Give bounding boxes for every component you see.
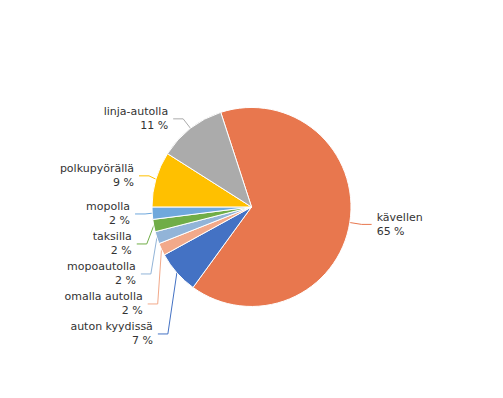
svg-text:2 %: 2 %: [122, 304, 143, 317]
svg-text:2 %: 2 %: [111, 244, 132, 257]
svg-text:2 %: 2 %: [115, 274, 136, 287]
svg-text:linja-autolla: linja-autolla: [104, 105, 168, 118]
svg-text:omalla autolla: omalla autolla: [65, 290, 143, 303]
svg-text:mopoautolla: mopoautolla: [67, 260, 136, 273]
svg-text:mopolla: mopolla: [86, 200, 130, 213]
svg-text:polkupyörällä: polkupyörällä: [60, 162, 134, 175]
svg-text:65 %: 65 %: [377, 225, 405, 238]
svg-text:7 %: 7 %: [132, 334, 153, 347]
svg-text:9 %: 9 %: [113, 176, 134, 189]
svg-text:kävellen: kävellen: [377, 211, 423, 224]
svg-text:2 %: 2 %: [109, 214, 130, 227]
svg-text:auton kyydissä: auton kyydissä: [70, 320, 152, 333]
svg-text:taksilla: taksilla: [93, 230, 132, 243]
svg-text:11 %: 11 %: [140, 119, 168, 132]
